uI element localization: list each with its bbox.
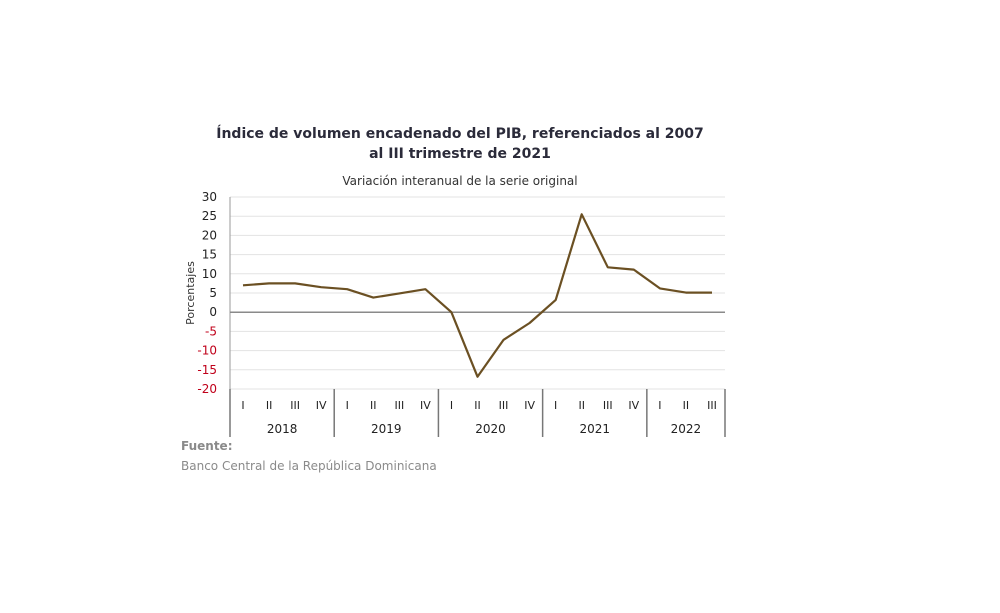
x-quarter-label: III <box>707 399 717 412</box>
x-quarter-label: I <box>346 399 349 412</box>
x-quarter-label: II <box>578 399 585 412</box>
x-year-label: 2022 <box>671 422 702 436</box>
y-tick-label: -5 <box>205 324 217 338</box>
x-quarter-label: II <box>683 399 690 412</box>
x-year-label: 2018 <box>267 422 298 436</box>
x-quarter-label: III <box>394 399 404 412</box>
chart-subtitle: Variación interanual de la serie origina… <box>342 174 578 188</box>
y-tick-label: 20 <box>202 228 217 242</box>
source-text: Banco Central de la República Dominicana <box>181 459 437 473</box>
x-year-label: 2021 <box>579 422 610 436</box>
x-quarter-label: IV <box>420 399 431 412</box>
x-year-label: 2019 <box>371 422 402 436</box>
x-quarter-label: III <box>290 399 300 412</box>
y-tick-label: 15 <box>202 248 217 262</box>
x-quarter-label: II <box>370 399 377 412</box>
x-quarter-label: I <box>450 399 453 412</box>
y-tick-label: 25 <box>202 209 217 223</box>
y-tick-label: -15 <box>197 363 217 377</box>
x-quarter-label: I <box>658 399 661 412</box>
chart-title-line2: al III trimestre de 2021 <box>369 146 551 162</box>
series-line <box>242 213 712 378</box>
x-year-label: 2020 <box>475 422 506 436</box>
x-quarter-label: III <box>603 399 613 412</box>
x-quarter-label: II <box>266 399 273 412</box>
source-heading: Fuente: <box>181 439 233 453</box>
y-tick-label: 10 <box>202 267 217 281</box>
x-quarter-label: IV <box>316 399 327 412</box>
y-tick-label: -20 <box>197 382 217 396</box>
x-quarter-label: IV <box>524 399 535 412</box>
x-quarter-label: IV <box>628 399 639 412</box>
x-quarter-label: I <box>554 399 557 412</box>
y-tick-label: -10 <box>197 344 217 358</box>
y-tick-label: 5 <box>209 286 217 300</box>
x-quarter-label: II <box>474 399 481 412</box>
x-quarter-label: I <box>241 399 244 412</box>
y-tick-label: 30 <box>202 190 217 204</box>
chart-title-line1: Índice de volumen encadenado del PIB, re… <box>216 126 704 142</box>
y-tick-label: 0 <box>209 305 217 319</box>
x-quarter-label: III <box>499 399 509 412</box>
